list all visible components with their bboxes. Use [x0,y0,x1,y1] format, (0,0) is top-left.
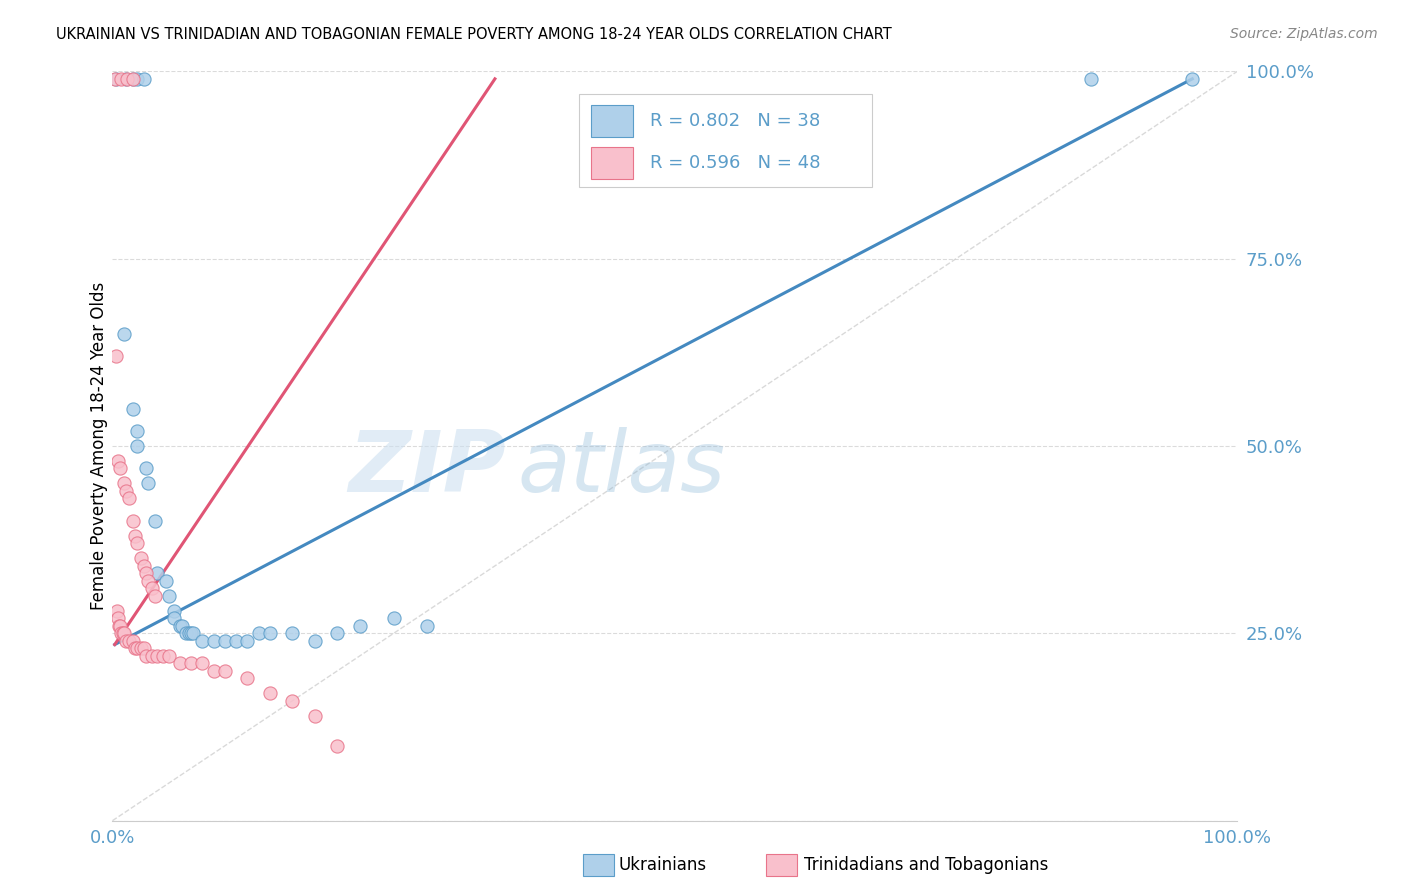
Text: R = 0.596   N = 48: R = 0.596 N = 48 [650,153,821,172]
Point [115,71,138,86]
Y-axis label: Female Poverty Among 18-24 Year Olds: Female Poverty Among 18-24 Year Olds [90,282,108,610]
Point [110,71,132,86]
Point [132,71,155,86]
Point [143,514,166,528]
Point [121,401,143,416]
Point [121,633,143,648]
Point [259,626,281,640]
Point [115,483,138,498]
Bar [579,94,872,187]
Point [124,529,146,543]
Point [214,664,236,678]
Point [127,641,149,656]
Text: Ukrainians: Ukrainians [619,856,707,874]
Text: ZIP: ZIP [349,427,506,510]
Text: UKRAINIAN VS TRINIDADIAN AND TOBAGONIAN FEMALE POVERTY AMONG 18-24 YEAR OLDS COR: UKRAINIAN VS TRINIDADIAN AND TOBAGONIAN … [56,27,891,42]
Point [129,641,152,656]
Point [141,582,163,596]
Point [236,633,259,648]
Point [1181,71,1204,86]
Point [169,619,191,633]
Point [281,626,304,640]
Point [304,708,326,723]
Point [124,641,146,656]
Point [104,71,127,86]
Point [416,619,439,633]
Point [225,633,247,648]
Point [121,514,143,528]
Point [157,648,180,663]
Point [104,71,127,86]
Point [127,424,149,438]
Point [183,626,205,640]
Point [146,648,169,663]
Point [121,71,143,86]
Point [110,461,132,475]
Point [135,461,157,475]
FancyBboxPatch shape [591,147,633,178]
Text: Source: ZipAtlas.com: Source: ZipAtlas.com [1230,27,1378,41]
Point [157,589,180,603]
Point [191,657,214,671]
Point [143,589,166,603]
Text: atlas: atlas [517,427,725,510]
Point [1080,71,1102,86]
Point [326,739,349,753]
Point [174,626,197,640]
Point [349,619,371,633]
Point [115,71,138,86]
Point [112,626,135,640]
Point [214,633,236,648]
Point [304,633,326,648]
Point [281,694,304,708]
Point [382,611,405,625]
Point [118,633,141,648]
Point [129,551,152,566]
Point [132,558,155,573]
Point [107,454,129,468]
Point [112,326,135,341]
Point [108,619,131,633]
Point [155,574,177,588]
Point [202,664,225,678]
Point [163,611,186,625]
Point [111,626,134,640]
Text: Trinidadians and Tobagonians: Trinidadians and Tobagonians [804,856,1049,874]
Point [107,611,129,625]
Point [163,604,186,618]
Point [132,641,155,656]
Text: R = 0.802   N = 38: R = 0.802 N = 38 [650,112,820,130]
Point [127,536,149,550]
Point [138,476,160,491]
Point [115,633,138,648]
Point [202,633,225,648]
Point [121,71,143,86]
Point [180,657,202,671]
Point [112,476,135,491]
Point [110,619,132,633]
Point [172,619,194,633]
Point [110,626,132,640]
Point [236,671,259,685]
FancyBboxPatch shape [591,105,633,136]
Point [177,626,200,640]
Point [135,566,157,581]
Point [127,439,149,453]
Point [104,349,127,363]
Point [169,657,191,671]
Point [135,648,157,663]
Point [180,626,202,640]
Point [191,633,214,648]
Point [152,648,174,663]
Point [138,574,160,588]
Point [127,71,149,86]
Point [259,686,281,700]
Point [146,566,169,581]
Point [105,604,128,618]
Point [141,648,163,663]
Point [118,491,141,506]
Point [247,626,270,640]
Point [326,626,349,640]
